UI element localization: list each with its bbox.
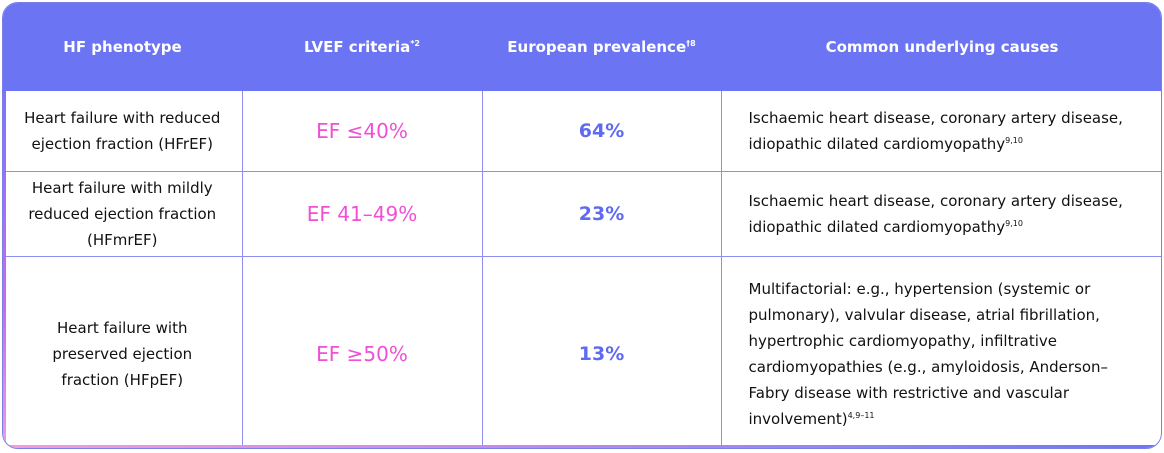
phenotype-cell: Heart failure with mildly reduced ejecti… xyxy=(3,171,243,257)
phenotype-cell: Heart failure with preserved ejection fr… xyxy=(3,256,243,448)
table-row: Heart failure with mildly reduced ejecti… xyxy=(3,171,1161,257)
header-lvef-criteria: LVEF criteria*2 xyxy=(242,3,482,91)
lvef-cell: EF 41–49% xyxy=(242,171,483,257)
lvef-cell: EF ≤40% xyxy=(242,91,483,172)
header-phenotype: HF phenotype xyxy=(3,3,242,91)
header-european-prevalence: European prevalence†8 xyxy=(482,3,721,91)
causes-cell: Multifactorial: e.g., hypertension (syst… xyxy=(748,279,1109,428)
prevalence-cell: 64% xyxy=(482,91,722,172)
prevalence-cell: 23% xyxy=(482,171,722,257)
causes-cell: Ischaemic heart disease, coronary artery… xyxy=(721,91,1161,172)
hf-phenotype-table: HF phenotype LVEF criteria*2 European pr… xyxy=(3,3,1161,448)
table-row: Heart failure with reduced ejection frac… xyxy=(3,91,1161,172)
prevalence-cell: 13% xyxy=(482,256,722,448)
header-row: HF phenotype LVEF criteria*2 European pr… xyxy=(3,3,1161,91)
header-underlying-causes: Common underlying causes xyxy=(721,3,1161,91)
lvef-cell: EF ≥50% xyxy=(242,256,483,448)
phenotype-cell: Heart failure with reduced ejection frac… xyxy=(3,91,243,172)
causes-cell: Ischaemic heart disease, coronary artery… xyxy=(721,171,1161,257)
table-row: Heart failure with preserved ejection fr… xyxy=(3,256,1161,448)
